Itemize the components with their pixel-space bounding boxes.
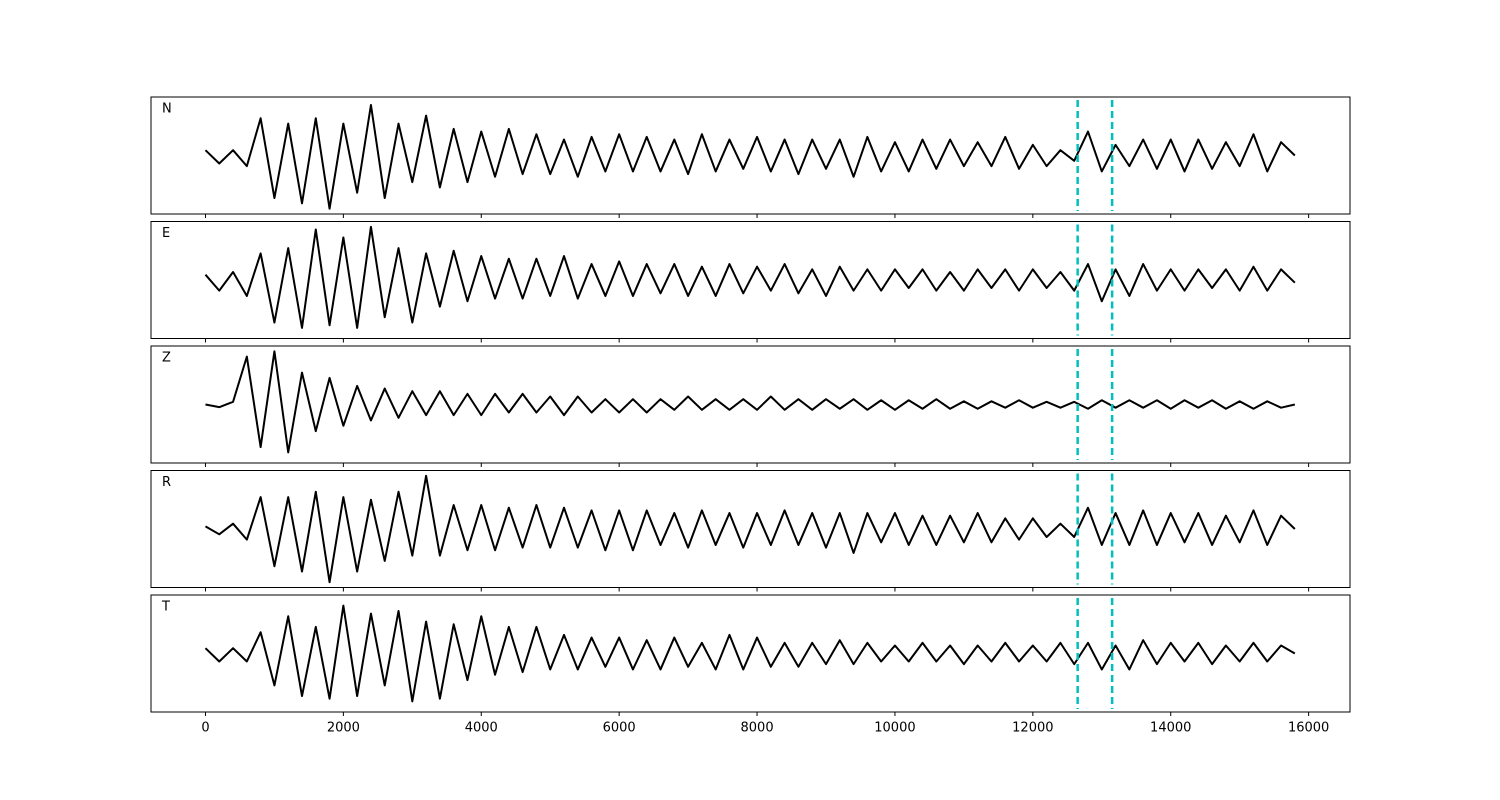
trace-label: R bbox=[162, 475, 171, 490]
x-tick-label: 4000 bbox=[465, 721, 498, 736]
panel-frame bbox=[150, 470, 1351, 588]
x-tick-label: 12000 bbox=[1012, 721, 1053, 736]
trace bbox=[204, 474, 1296, 584]
trace bbox=[204, 103, 1296, 210]
trace bbox=[204, 604, 1296, 703]
trace-label: N bbox=[162, 102, 172, 117]
trace-label: E bbox=[162, 226, 170, 241]
panel-frame bbox=[150, 594, 1351, 713]
x-tick-label: 0 bbox=[201, 721, 209, 736]
x-tick-label: 6000 bbox=[603, 721, 636, 736]
trace bbox=[204, 225, 1296, 329]
panel-frame bbox=[150, 221, 1351, 339]
trace-label: T bbox=[161, 600, 170, 615]
x-tick-label: 8000 bbox=[741, 721, 774, 736]
trace bbox=[205, 350, 1296, 454]
panel-frame bbox=[150, 96, 1351, 215]
x-tick-label: 10000 bbox=[874, 721, 915, 736]
x-tick-label: 14000 bbox=[1150, 721, 1191, 736]
panel-frame bbox=[150, 345, 1351, 464]
trace-label: Z bbox=[162, 351, 171, 366]
x-tick-label: 16000 bbox=[1288, 721, 1329, 736]
x-tick-label: 2000 bbox=[327, 721, 360, 736]
